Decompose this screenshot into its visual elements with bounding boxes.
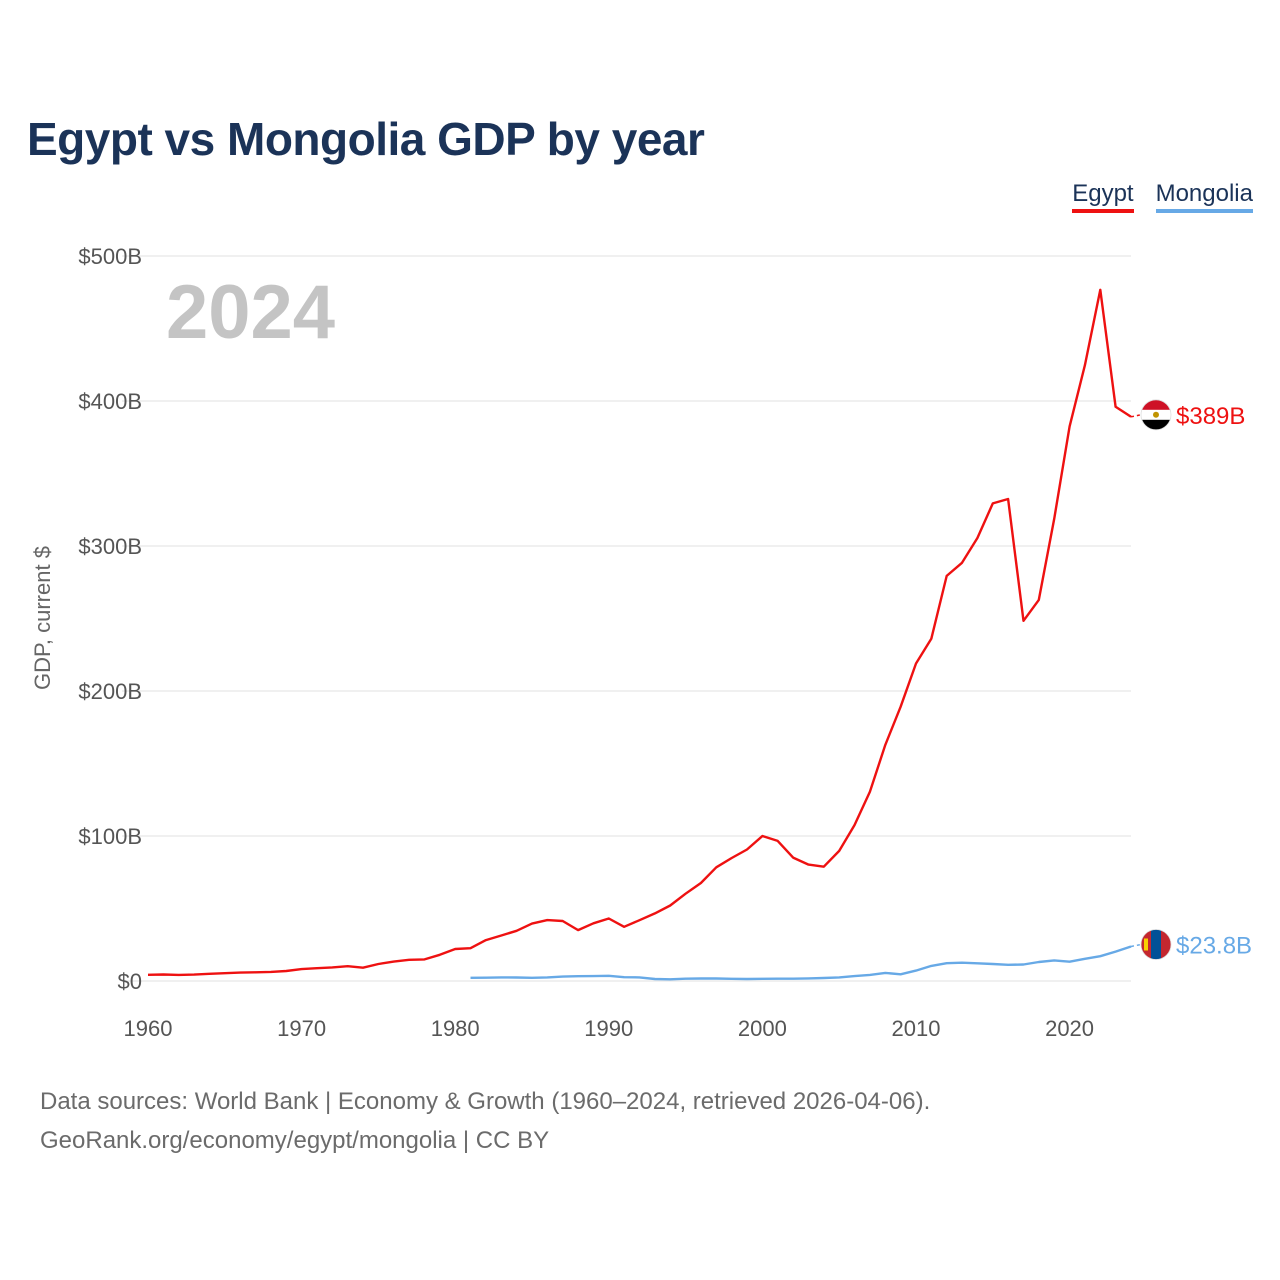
x-tick-label: 2020: [1045, 1016, 1094, 1041]
end-value-label-egypt: $389B: [1176, 403, 1245, 430]
source-line-2[interactable]: GeoRank.org/economy/egypt/mongolia | CC …: [40, 1127, 550, 1154]
mongolia-flag-icon: [1141, 929, 1171, 960]
legend: Egypt Mongolia: [1072, 180, 1253, 213]
y-tick-label: $300B: [78, 534, 142, 559]
end-connector: [1130, 414, 1142, 418]
chart-title: Egypt vs Mongolia GDP by year: [27, 113, 705, 165]
y-tick-label: $200B: [78, 679, 142, 704]
end-value-label-mongolia: $23.8B: [1176, 932, 1252, 959]
y-tick-label: $400B: [78, 389, 142, 414]
year-label: 2024: [166, 270, 335, 355]
egypt-flag-icon: [1141, 399, 1171, 430]
x-tick-label: 1980: [431, 1016, 480, 1041]
y-tick-label: $500B: [78, 244, 142, 269]
x-tick-label: 1990: [584, 1016, 633, 1041]
series-line-egypt[interactable]: [147, 288, 1132, 977]
series-line-mongolia[interactable]: [470, 945, 1132, 981]
x-tick-label: 2000: [738, 1016, 787, 1041]
source-line-1: Data sources: World Bank | Economy & Gro…: [40, 1088, 931, 1115]
x-tick-label: 1970: [277, 1016, 326, 1041]
x-tick-label: 2010: [891, 1016, 940, 1041]
y-tick-label: $100B: [78, 824, 142, 849]
end-connector: [1130, 943, 1142, 948]
y-tick-label: $0: [118, 969, 142, 994]
y-axis-title: GDP, current $: [30, 546, 55, 690]
x-tick-label: 1960: [124, 1016, 173, 1041]
legend-item-egypt[interactable]: Egypt: [1072, 180, 1134, 213]
legend-item-mongolia[interactable]: Mongolia: [1155, 180, 1253, 213]
gdp-line-chart: $0 $100B $200B $300B $400B $500B 1960 1970 1980…: [30, 244, 1252, 1041]
source-note: Data sources: World Bank | Economy & Gro…: [40, 1082, 930, 1160]
